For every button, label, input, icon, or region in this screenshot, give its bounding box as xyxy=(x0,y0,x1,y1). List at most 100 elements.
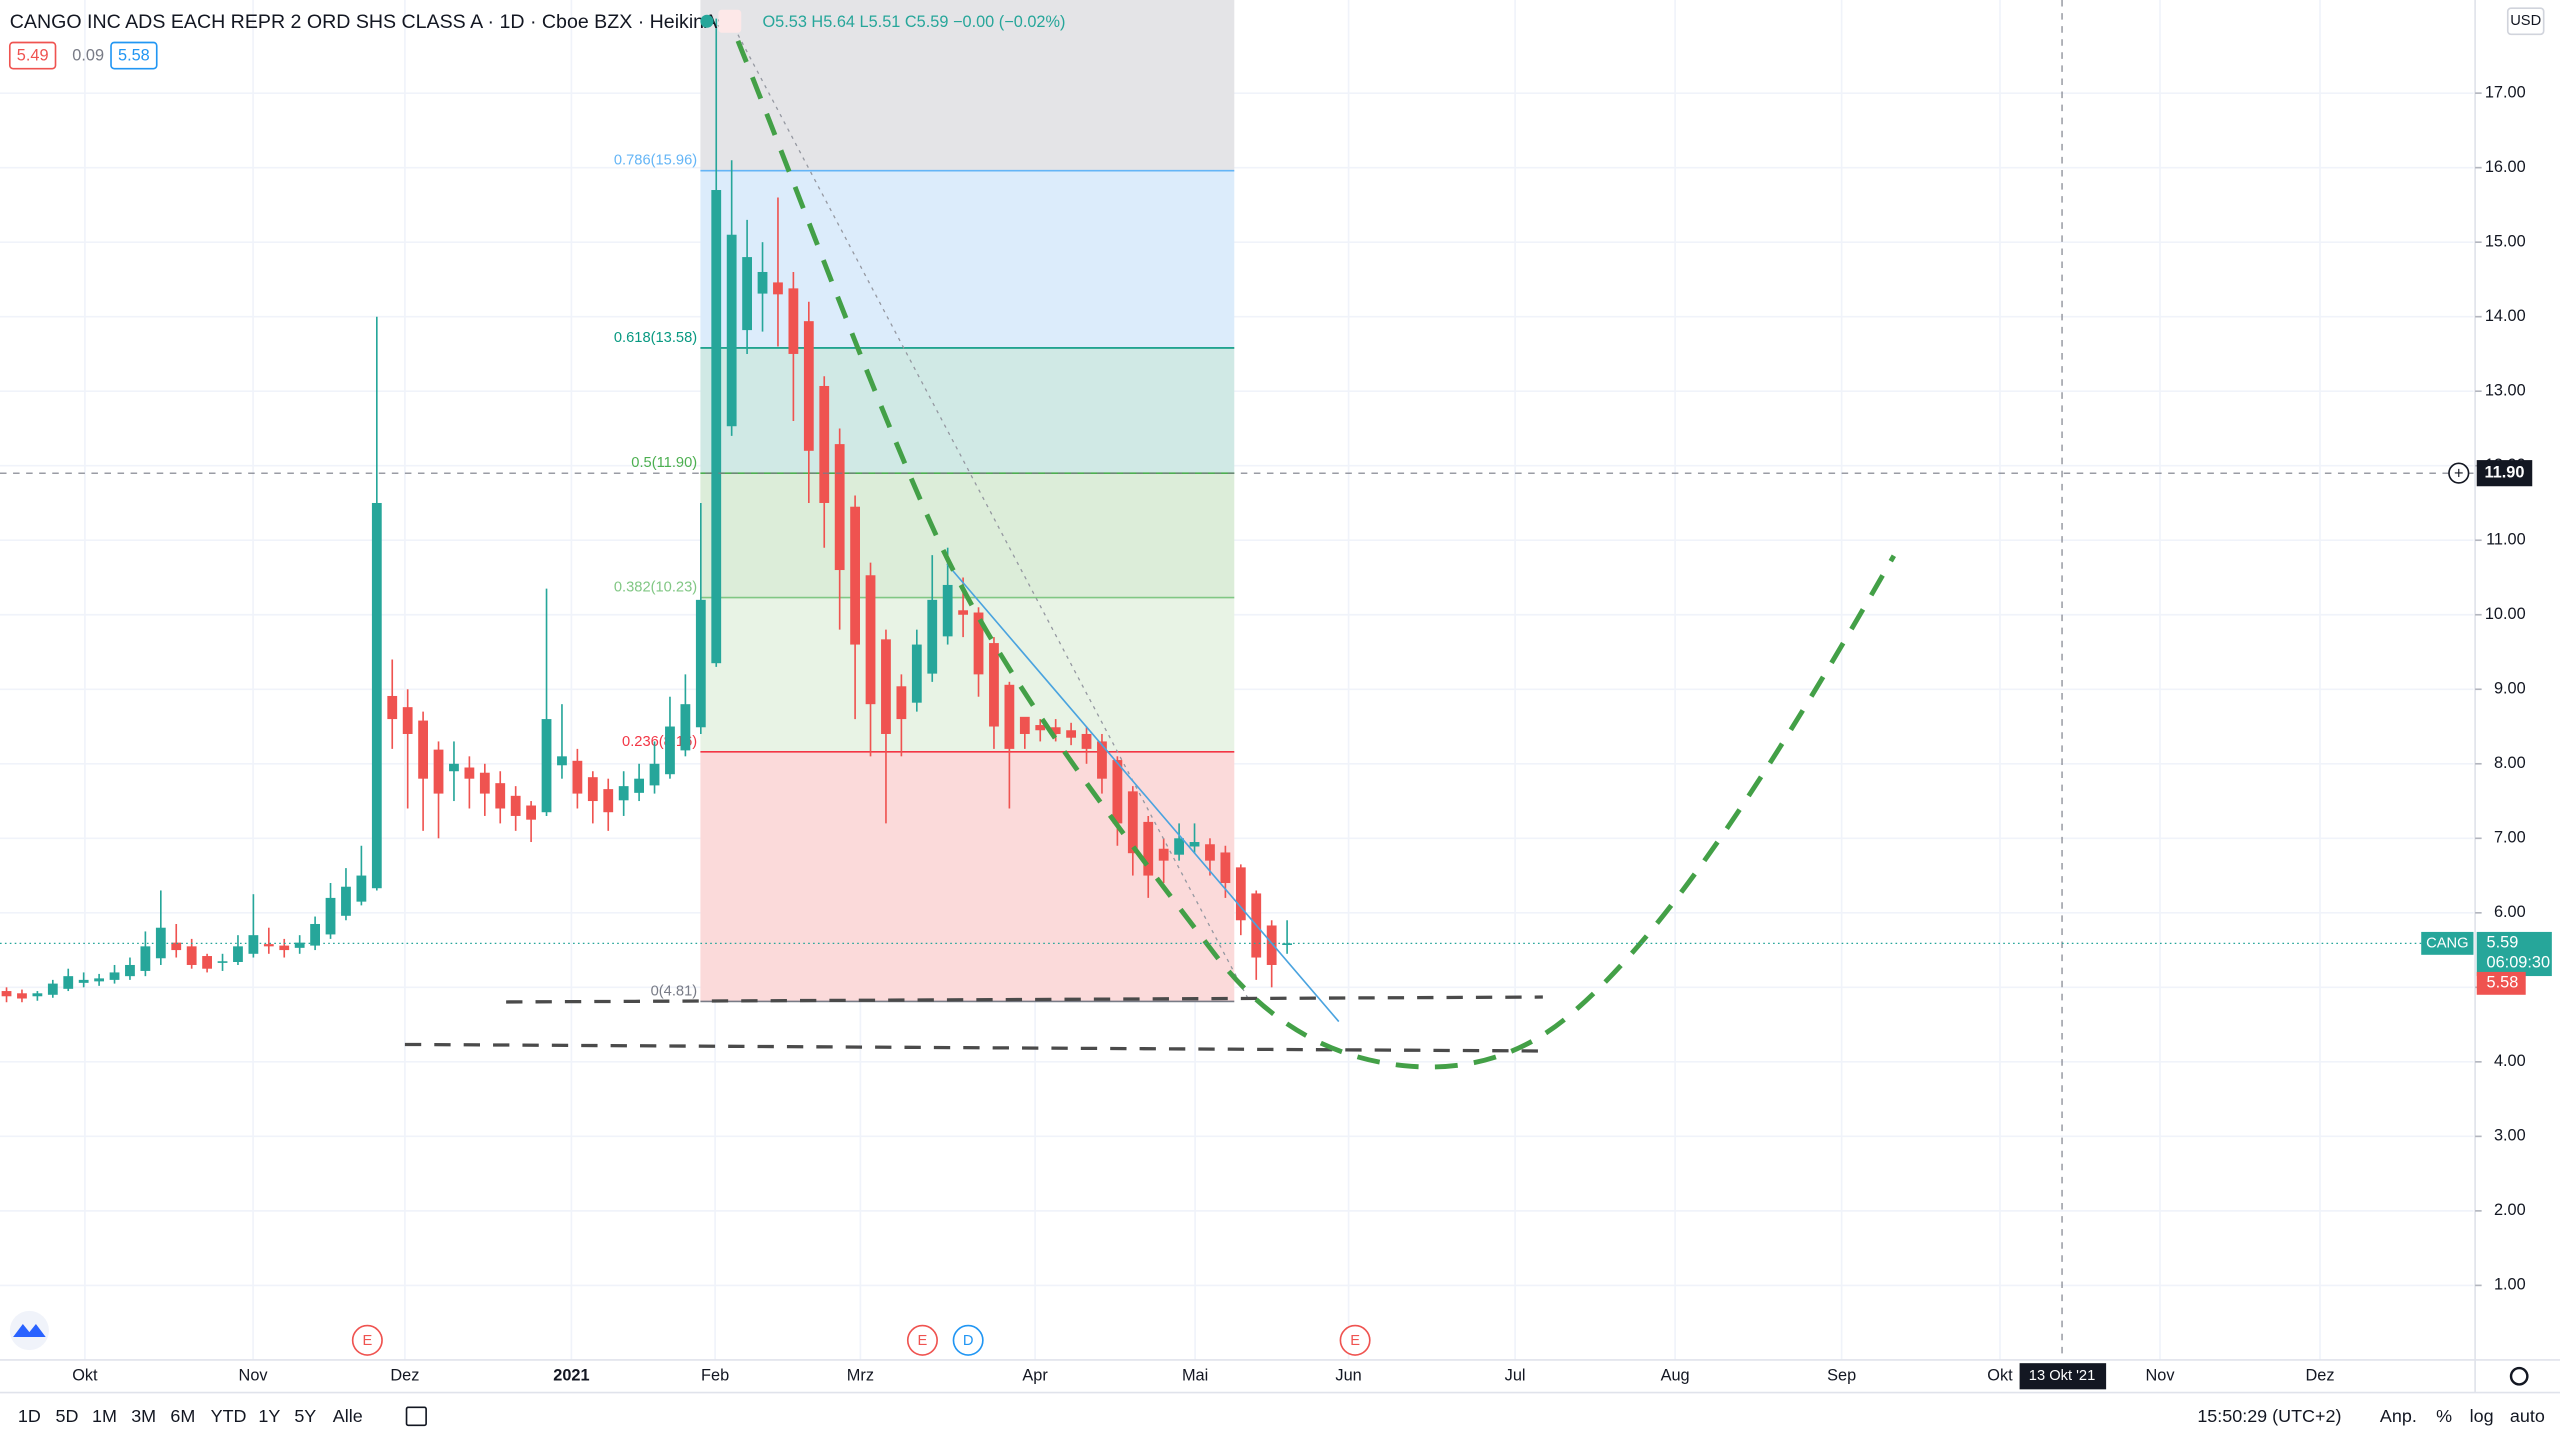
candle-body xyxy=(418,720,428,779)
range-button[interactable]: 5Y xyxy=(294,1406,316,1426)
candle-body xyxy=(94,978,104,982)
y-tick-label: 10.00 xyxy=(2485,605,2526,623)
scale-button[interactable]: % xyxy=(2436,1406,2452,1426)
range-button[interactable]: 3M xyxy=(131,1406,156,1426)
candle-body xyxy=(1143,821,1154,876)
x-tick-label: Nov xyxy=(239,1367,269,1385)
range-button[interactable]: 1Y xyxy=(258,1406,280,1426)
candle-body xyxy=(942,584,953,637)
add-alert[interactable] xyxy=(2448,462,2470,484)
candle-body xyxy=(341,886,351,916)
candle-body xyxy=(911,644,922,703)
badge-box xyxy=(110,41,158,70)
candle-body xyxy=(371,502,382,889)
candle-body xyxy=(526,805,536,820)
x-tick-label: Aug xyxy=(1661,1367,1690,1385)
y-tick-label: 16.00 xyxy=(2485,158,2526,176)
fib-zone xyxy=(700,170,1235,348)
event-marker[interactable] xyxy=(351,1324,383,1356)
candle-body xyxy=(17,993,27,999)
x-tick-label: Feb xyxy=(701,1367,729,1385)
event-label: E xyxy=(1350,1333,1360,1349)
candle-body xyxy=(1081,733,1092,749)
candle-body xyxy=(634,778,644,793)
crosshair-price: 11.90 xyxy=(2485,463,2525,481)
fib-zone xyxy=(700,597,1235,752)
range-button[interactable]: 5D xyxy=(55,1406,78,1426)
candle-body xyxy=(649,763,660,786)
candle-body xyxy=(1,991,12,997)
candle-body xyxy=(711,190,722,664)
status-dot[interactable] xyxy=(700,14,714,28)
event-marker[interactable] xyxy=(1339,1324,1371,1356)
candle-body xyxy=(788,288,799,354)
y-tick-label: 8.00 xyxy=(2494,754,2526,772)
x-tick-label: Apr xyxy=(1022,1367,1048,1385)
event-label: E xyxy=(362,1333,372,1349)
candle-body xyxy=(248,935,259,954)
candle-body xyxy=(1004,684,1015,749)
badge: 5.58 xyxy=(118,47,150,65)
y-tick-label: 14.00 xyxy=(2485,307,2526,325)
y-tick-label: 4.00 xyxy=(2494,1052,2526,1070)
projection-curve xyxy=(735,39,1897,1070)
x-tick-label: Jul xyxy=(1505,1367,1526,1385)
candle-body xyxy=(310,923,320,946)
badge: 0.09 xyxy=(72,47,104,65)
scale-button[interactable]: Anp. xyxy=(2380,1406,2417,1426)
event-label: D xyxy=(963,1333,974,1349)
candle-body xyxy=(140,946,151,971)
badge-box xyxy=(8,41,57,70)
range-button[interactable]: Alle xyxy=(333,1406,363,1426)
candle-body xyxy=(47,983,58,995)
candle-body xyxy=(1019,716,1030,734)
scale-button[interactable]: auto xyxy=(2510,1406,2545,1426)
range-button[interactable]: 1M xyxy=(92,1406,117,1426)
candle-body xyxy=(125,964,135,977)
candle-body xyxy=(449,763,459,772)
candle-body xyxy=(171,942,182,951)
currency[interactable]: USD xyxy=(2510,13,2541,29)
candle-body xyxy=(510,795,521,816)
fib-label: 0.382(10.23) xyxy=(614,580,697,596)
price-axis xyxy=(2475,0,2560,1393)
currency-box[interactable] xyxy=(2506,7,2545,36)
event-label: E xyxy=(918,1333,928,1349)
candle-body xyxy=(63,976,74,989)
candle-body xyxy=(78,979,89,983)
candle-body xyxy=(1205,844,1215,861)
candle-body xyxy=(742,257,752,331)
x-tick-label: Okt xyxy=(72,1367,98,1385)
candle-body xyxy=(325,897,336,935)
range-button[interactable]: YTD xyxy=(211,1406,247,1426)
symbol-tag: CANG xyxy=(2426,935,2468,951)
candle-body xyxy=(803,321,814,451)
candle-body xyxy=(541,719,552,813)
y-tick-label: 15.00 xyxy=(2485,232,2526,250)
candle-body xyxy=(32,993,43,997)
last-price: 5.59 xyxy=(2487,934,2519,952)
candle-body xyxy=(773,282,783,295)
fib-label: 0.5(11.90) xyxy=(631,455,697,471)
scale-button[interactable]: log xyxy=(2470,1406,2494,1426)
range-button[interactable]: 1D xyxy=(18,1406,41,1426)
candle-body xyxy=(665,726,675,775)
settings[interactable] xyxy=(2509,1366,2529,1386)
range-button[interactable]: 6M xyxy=(170,1406,195,1426)
candle-body xyxy=(356,875,367,902)
logo[interactable] xyxy=(9,1310,49,1351)
candle-body xyxy=(1112,760,1123,824)
candle-body xyxy=(587,777,598,802)
x-tick-label: Mrz xyxy=(847,1367,874,1385)
add-alert-plus: + xyxy=(2454,464,2464,482)
event-marker[interactable] xyxy=(952,1324,984,1356)
candle-body xyxy=(695,599,706,728)
candle-body xyxy=(433,749,444,794)
x-tick-label: Mai xyxy=(1182,1367,1208,1385)
y-tick-label: 17.00 xyxy=(2485,83,2526,101)
goto-date[interactable] xyxy=(405,1406,427,1427)
flag-icon[interactable] xyxy=(718,9,742,33)
event-marker[interactable] xyxy=(906,1324,938,1356)
bid-price-box xyxy=(2476,971,2526,995)
